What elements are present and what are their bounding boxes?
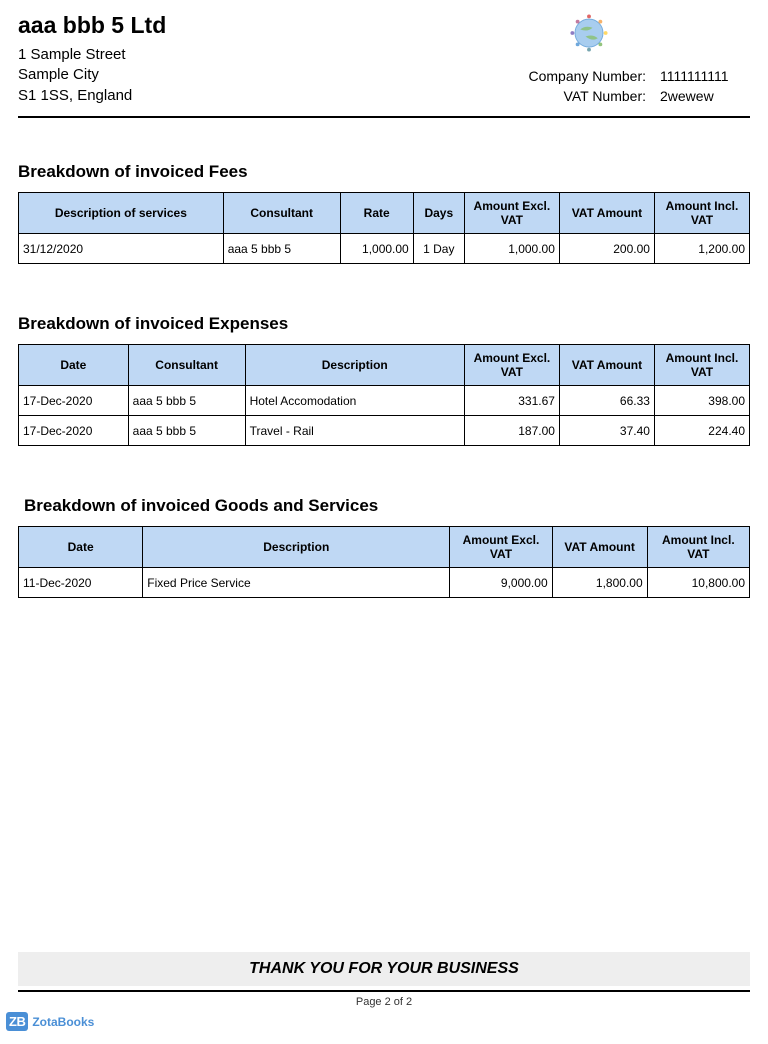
fees-title: Breakdown of invoiced Fees [18,162,750,182]
table-cell: 17-Dec-2020 [19,416,129,446]
table-cell: 1,200.00 [654,234,749,264]
table-cell: 17-Dec-2020 [19,386,129,416]
table-cell: 200.00 [559,234,654,264]
company-name: aaa bbb 5 Ltd [18,12,166,39]
table-cell: 31/12/2020 [19,234,224,264]
expenses-section: Breakdown of invoiced Expenses DateConsu… [18,314,750,446]
column-header: Consultant [223,193,340,234]
table-cell: 1,000.00 [340,234,413,264]
column-header: VAT Amount [559,193,654,234]
column-header: VAT Amount [559,345,654,386]
table-cell: Hotel Accomodation [245,386,464,416]
column-header: Days [413,193,464,234]
table-cell: 1 Day [413,234,464,264]
column-header: Description of services [19,193,224,234]
column-header: Description [143,527,450,568]
fees-table: Description of servicesConsultantRateDay… [18,192,750,264]
table-cell: 187.00 [464,416,559,446]
column-header: Amount Incl. VAT [654,193,749,234]
goods-table: DateDescriptionAmount Excl. VATVAT Amoun… [18,526,750,598]
expenses-title: Breakdown of invoiced Expenses [18,314,750,334]
thank-you-band: THANK YOU FOR YOUR BUSINESS [18,952,750,986]
table-row: 17-Dec-2020aaa 5 bbb 5Travel - Rail187.0… [19,416,750,446]
table-row: 11-Dec-2020Fixed Price Service9,000.001,… [19,568,750,598]
globe-icon [568,12,610,54]
company-number-row: Company Number: 1111111111 [529,68,751,84]
address-line-2: Sample City [18,65,166,85]
goods-section: Breakdown of invoiced Goods and Services… [18,496,750,598]
table-cell: aaa 5 bbb 5 [223,234,340,264]
page-number: Page 2 of 2 [0,996,768,1008]
column-header: VAT Amount [552,527,647,568]
brand-name: ZotaBooks [32,1015,94,1029]
table-cell: 331.67 [464,386,559,416]
header-divider [18,116,750,118]
table-cell: Travel - Rail [245,416,464,446]
column-header: Amount Incl. VAT [654,345,749,386]
table-cell: aaa 5 bbb 5 [128,386,245,416]
company-block: aaa bbb 5 Ltd 1 Sample Street Sample Cit… [18,12,166,106]
column-header: Rate [340,193,413,234]
company-number-value: 1111111111 [660,68,750,84]
column-header: Date [19,527,143,568]
vat-number-value: 2wewew [660,88,750,104]
table-cell: 66.33 [559,386,654,416]
vat-number-label: VAT Number: [564,88,646,104]
brand-footer: ZB ZotaBooks [6,1012,94,1031]
table-cell: 37.40 [559,416,654,446]
table-cell: 9,000.00 [450,568,552,598]
company-number-label: Company Number: [529,68,647,84]
table-cell: 398.00 [654,386,749,416]
expenses-table: DateConsultantDescriptionAmount Excl. VA… [18,344,750,446]
column-header: Amount Incl. VAT [647,527,749,568]
table-cell: 10,800.00 [647,568,749,598]
column-header: Date [19,345,129,386]
column-header: Consultant [128,345,245,386]
company-logo [529,12,651,54]
header-right: Company Number: 1111111111 VAT Number: 2… [529,12,751,108]
table-cell: 1,800.00 [552,568,647,598]
table-cell: aaa 5 bbb 5 [128,416,245,446]
table-row: 31/12/2020aaa 5 bbb 51,000.001 Day1,000.… [19,234,750,264]
column-header: Description [245,345,464,386]
footer-divider [18,990,750,992]
column-header: Amount Excl. VAT [464,345,559,386]
address-line-1: 1 Sample Street [18,45,166,65]
brand-logo-icon: ZB [6,1012,28,1031]
fees-section: Breakdown of invoiced Fees Description o… [18,162,750,264]
table-cell: 224.40 [654,416,749,446]
document-header: aaa bbb 5 Ltd 1 Sample Street Sample Cit… [18,12,750,108]
goods-title: Breakdown of invoiced Goods and Services [24,496,750,516]
column-header: Amount Excl. VAT [464,193,559,234]
table-cell: Fixed Price Service [143,568,450,598]
table-cell: 11-Dec-2020 [19,568,143,598]
vat-number-row: VAT Number: 2wewew [529,88,751,104]
address-line-3: S1 1SS, England [18,86,166,106]
column-header: Amount Excl. VAT [450,527,552,568]
table-row: 17-Dec-2020aaa 5 bbb 5Hotel Accomodation… [19,386,750,416]
table-cell: 1,000.00 [464,234,559,264]
